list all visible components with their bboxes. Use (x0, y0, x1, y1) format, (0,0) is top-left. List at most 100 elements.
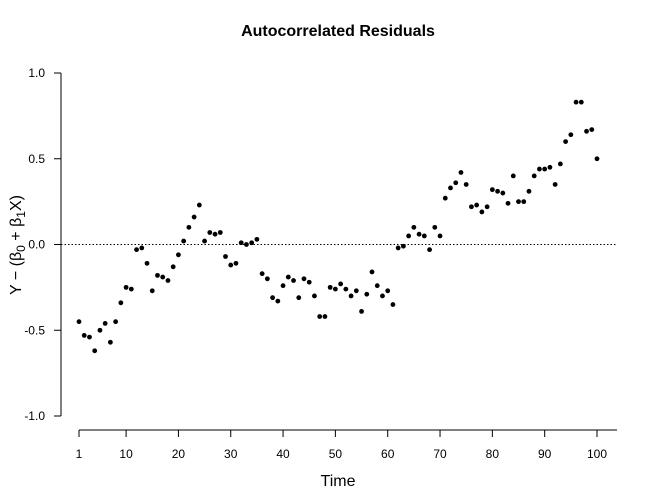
data-point (421, 233, 427, 239)
data-point (453, 180, 459, 186)
y-axis-label-part-2: + β (8, 218, 25, 245)
data-point (317, 314, 323, 319)
y-axis-label-subscript-0: 0 (14, 245, 28, 252)
data-point (448, 185, 453, 191)
data-point (264, 276, 270, 282)
data-point (495, 188, 500, 194)
data-point (81, 332, 87, 338)
y-axis-label-subscript-1: 1 (14, 211, 28, 218)
data-point (510, 173, 516, 179)
y-axis-label: Y − (β0 + β1X) (8, 195, 28, 295)
data-point (165, 278, 171, 283)
data-point (327, 284, 333, 290)
data-point (233, 260, 239, 266)
data-point (280, 283, 286, 289)
data-point (228, 262, 234, 268)
data-point (238, 240, 244, 246)
data-point (385, 288, 391, 294)
chart-title: Autocorrelated Residuals (241, 23, 435, 40)
data-point (244, 242, 249, 247)
data-point (589, 127, 595, 132)
data-point (128, 286, 134, 292)
y-axis-label-part-1: Y − (β (8, 252, 25, 295)
x-tick-label: 20 (172, 447, 186, 461)
x-tick-label: 10 (119, 447, 133, 461)
data-point (395, 245, 401, 251)
data-point (531, 173, 537, 179)
x-tick-label: 50 (329, 447, 343, 461)
data-point (202, 238, 207, 244)
data-point (249, 240, 255, 246)
data-point (469, 204, 474, 210)
data-point (505, 200, 511, 206)
data-point (87, 334, 92, 340)
data-point (181, 238, 187, 244)
data-point (176, 252, 181, 258)
data-point (563, 139, 569, 145)
data-point (353, 288, 359, 294)
data-point (584, 128, 589, 134)
data-point (217, 230, 223, 235)
data-point (537, 166, 542, 172)
data-point (139, 245, 145, 251)
data-point (301, 276, 307, 282)
data-point (463, 182, 469, 187)
data-point (306, 279, 312, 285)
data-point (442, 195, 448, 201)
data-point (291, 278, 296, 283)
data-point (118, 300, 124, 306)
data-point (401, 243, 406, 249)
data-point (516, 199, 521, 205)
data-point (547, 164, 553, 170)
data-point (322, 314, 328, 319)
data-point (369, 269, 375, 275)
data-point (521, 199, 527, 205)
data-point (474, 202, 480, 208)
data-point (270, 295, 275, 301)
data-point (479, 209, 485, 215)
data-point (380, 293, 385, 299)
data-point (191, 214, 197, 220)
data-point (437, 233, 443, 239)
y-axis-label-part-3: X) (8, 195, 25, 211)
data-point (186, 224, 192, 230)
data-point (254, 236, 260, 242)
x-tick-label: 100 (587, 447, 607, 461)
data-point (107, 339, 113, 345)
x-tick-label: 30 (224, 447, 238, 461)
data-point (332, 286, 338, 292)
data-point (416, 231, 422, 237)
data-point (489, 187, 495, 193)
data-point (542, 166, 548, 172)
data-point (76, 319, 82, 325)
data-point (374, 283, 380, 289)
data-point (359, 308, 364, 314)
data-point (92, 348, 98, 354)
data-point (144, 260, 150, 266)
data-point (500, 190, 506, 196)
data-point (155, 272, 160, 278)
data-point (557, 161, 563, 167)
data-point (484, 204, 490, 210)
data-point (432, 224, 438, 230)
data-point (170, 264, 176, 270)
data-point (113, 319, 119, 325)
data-point (578, 99, 584, 105)
data-point (390, 302, 396, 307)
data-point (97, 327, 103, 333)
data-point (134, 247, 139, 253)
x-tick-label: 70 (433, 447, 447, 461)
y-tick-label: -1.0 (24, 409, 45, 423)
data-point (223, 254, 228, 259)
data-point (573, 99, 579, 105)
x-tick-label: 1 (76, 447, 83, 461)
x-tick-label: 40 (276, 447, 290, 461)
data-point (160, 274, 166, 280)
x-axis-label: Time (321, 473, 356, 490)
y-tick-label: -0.5 (24, 323, 45, 337)
data-point (207, 230, 213, 235)
x-tick-label: 90 (538, 447, 552, 461)
data-point (427, 247, 432, 253)
data-points (76, 99, 600, 354)
data-point (196, 202, 202, 208)
